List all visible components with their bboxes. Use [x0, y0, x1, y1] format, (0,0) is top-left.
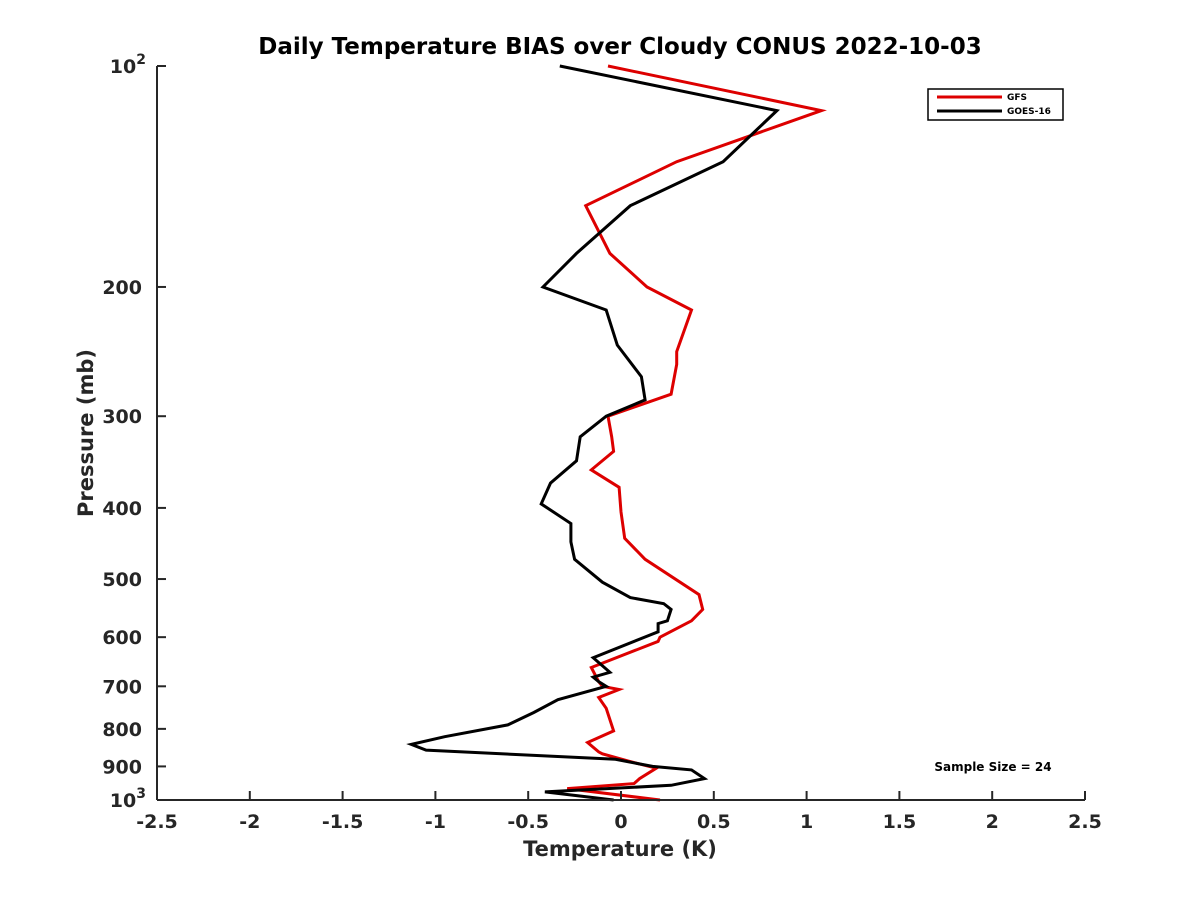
series-line-goes-16	[406, 64, 781, 802]
legend: GFS GOES-16	[927, 88, 1064, 121]
x-tick-label: 0.5	[697, 811, 731, 833]
y-tick-label: 600	[102, 627, 142, 649]
x-tick-label: -1	[425, 811, 446, 833]
sample-size-annotation: Sample Size = 24	[934, 760, 1051, 774]
y-tick-label: 700	[102, 676, 142, 698]
x-tick-label: 1	[800, 811, 813, 833]
series-line-gfs	[567, 64, 827, 802]
y-tick-label: 200	[102, 277, 142, 299]
x-tick-label: 0	[614, 811, 627, 833]
x-tick-label: -2	[239, 811, 260, 833]
x-tick-label: 2.5	[1068, 811, 1102, 833]
y-axis-label: Pressure (mb)	[74, 349, 98, 517]
x-axis-label: Temperature (K)	[523, 837, 717, 861]
legend-label: GOES-16	[1007, 107, 1051, 117]
x-tick-labels: -2.5 -2 -1.5 -1 -0.5 0 0.5 1 1.5 2 2.5	[136, 811, 1102, 833]
y-tick-label: 102	[110, 52, 146, 78]
x-tick-label: -1.5	[322, 811, 364, 833]
x-tick-label: 1.5	[883, 811, 917, 833]
axes	[156, 65, 1086, 801]
x-tick-label: -0.5	[507, 811, 549, 833]
y-tick-labels: 102 200 300 400 500 600 700 800 900 103	[102, 52, 146, 812]
legend-label: GFS	[1007, 93, 1027, 103]
x-tick-label: -2.5	[136, 811, 178, 833]
y-tick-label: 400	[102, 498, 142, 520]
legend-box	[927, 88, 1064, 121]
y-tick-label: 103	[110, 786, 146, 812]
plot-series	[406, 64, 827, 802]
y-tick-label: 300	[102, 406, 142, 428]
chart-title: Daily Temperature BIAS over Cloudy CONUS…	[258, 34, 981, 60]
y-tick-label: 900	[102, 756, 142, 778]
y-tick-label: 800	[102, 719, 142, 741]
y-tick-label: 500	[102, 569, 142, 591]
x-tick-label: 2	[986, 811, 999, 833]
